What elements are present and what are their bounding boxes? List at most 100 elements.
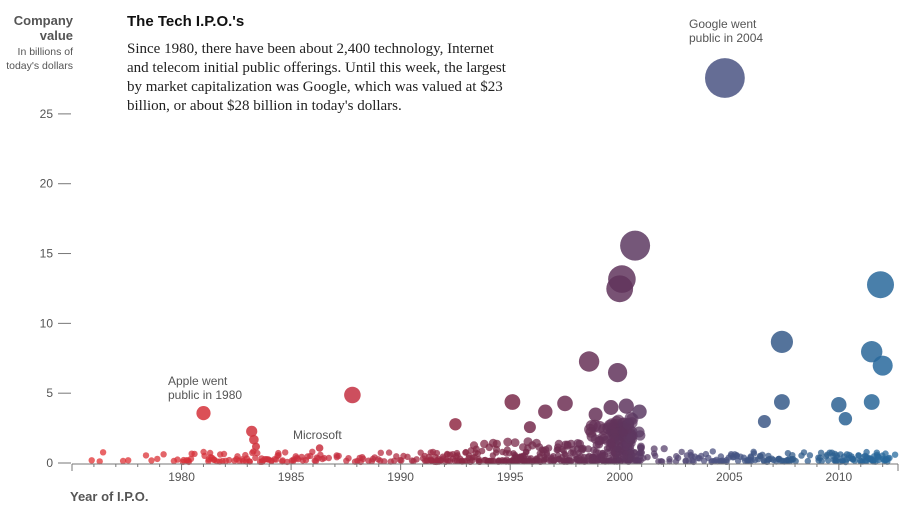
ipo-point-small: [650, 445, 658, 453]
ipo-point-9[interactable]: [608, 363, 628, 383]
ipo-point-small: [545, 444, 553, 452]
ipo-point-small: [321, 454, 328, 462]
ipo-point-small: [226, 456, 233, 464]
ipo-point-26[interactable]: [246, 425, 258, 437]
ipo-point-17[interactable]: [618, 398, 634, 414]
ipo-point-11[interactable]: [196, 406, 211, 421]
annotation-google: Google went public in 2004: [689, 17, 764, 45]
ipo-point-small: [88, 457, 95, 464]
y-tick-label-20: 20: [40, 177, 54, 191]
ipo-point-small: [96, 458, 103, 465]
ipo-point-small: [433, 449, 441, 457]
y-axis-sublabel: In billions of today's dollars: [6, 46, 73, 72]
ipo-point-small: [360, 455, 367, 462]
ipo-point-small: [855, 452, 862, 459]
annotation-microsoft: Microsoft: [293, 428, 342, 442]
ipo-point-small: [792, 457, 799, 465]
ipo-point-5[interactable]: [770, 330, 794, 353]
ipo-point-small: [503, 437, 513, 447]
ipo-point-small: [637, 442, 645, 451]
ipo-point-7[interactable]: [872, 355, 893, 376]
ipo-point-24[interactable]: [449, 418, 462, 431]
data-points-layer: [196, 58, 894, 452]
ipo-point-small: [759, 451, 766, 458]
ipo-point-27[interactable]: [249, 434, 259, 445]
x-tick-label-2000: 2000: [606, 470, 633, 484]
ipo-point-small: [492, 445, 501, 453]
ipo-point-small: [584, 445, 592, 453]
x-tick-label-1985: 1985: [278, 470, 305, 484]
ipo-point-19[interactable]: [774, 394, 790, 410]
ipo-point-small: [615, 457, 622, 464]
ipo-point-13[interactable]: [557, 395, 573, 412]
ipo-point-small: [187, 455, 195, 462]
ipo-point-small: [325, 454, 332, 462]
ipo-point-small: [825, 457, 832, 464]
x-tick-label-1990: 1990: [387, 470, 414, 484]
ipo-point-small: [709, 448, 716, 455]
ipo-point-small: [254, 449, 261, 457]
ipo-point-small: [568, 458, 575, 465]
ipo-point-small: [220, 450, 228, 458]
ipo-point-20[interactable]: [831, 397, 847, 413]
ipo-point-4[interactable]: [867, 271, 894, 299]
ipo-point-21[interactable]: [838, 412, 853, 426]
ipo-point-small: [606, 418, 618, 430]
ipo-point-small: [886, 454, 893, 462]
ipo-point-3[interactable]: [606, 275, 634, 303]
ipo-point-18[interactable]: [632, 404, 647, 419]
ipo-point-small: [191, 450, 198, 458]
ipo-point-small: [851, 457, 858, 464]
ipo-point-small: [804, 457, 811, 465]
ipo-point-14[interactable]: [538, 404, 553, 419]
ipo-point-6[interactable]: [861, 341, 883, 363]
ipo-point-22[interactable]: [863, 394, 880, 410]
annotation-apple: Apple went public in 1980: [168, 374, 243, 402]
ipo-point-15[interactable]: [588, 407, 603, 422]
ipo-point-12[interactable]: [504, 394, 521, 410]
ipo-point-small: [800, 449, 808, 456]
ipo-point-28[interactable]: [252, 442, 260, 451]
y-tick-label-0: 0: [46, 456, 53, 470]
y-tick-label-25: 25: [40, 107, 54, 121]
axes-layer: 1980 1985 1990 1995 2000 2005 2010 0 5 10 15 20 25: [40, 107, 899, 484]
ipo-point-small: [614, 436, 623, 445]
ipo-point-small: [678, 448, 685, 456]
ipo-point-1[interactable]: [620, 230, 651, 261]
ipo-point-small: [246, 458, 253, 465]
chart-description: Since 1980, there have been about 2,400 …: [127, 41, 506, 114]
ipo-point-small: [478, 447, 486, 455]
ipo-point-small: [660, 445, 668, 453]
ipo-point-25[interactable]: [523, 421, 536, 434]
ipo-point-small: [638, 449, 645, 456]
ipo-point-small: [275, 452, 282, 459]
ipo-point-small: [622, 453, 629, 460]
ipo-point-small: [510, 438, 520, 447]
y-tick-label-10: 10: [40, 316, 54, 330]
ipo-point-small: [608, 445, 615, 453]
ipo-point-29[interactable]: [315, 444, 324, 452]
ipo-point-small: [882, 450, 889, 457]
ipo-point-small: [626, 432, 636, 442]
ipo-point-small: [635, 430, 646, 441]
ipo-point-small: [119, 457, 127, 465]
ipo-point-0[interactable]: [705, 58, 745, 98]
x-tick-label-1995: 1995: [497, 470, 524, 484]
x-axis-label: Year of I.P.O.: [70, 489, 149, 504]
y-axis-label: Company value: [13, 13, 73, 43]
ipo-point-8[interactable]: [578, 351, 600, 372]
ipo-point-23[interactable]: [757, 415, 771, 428]
ipo-point-small: [335, 452, 342, 460]
ipo-point-small: [818, 457, 825, 465]
ipo-point-small: [690, 458, 697, 466]
ipo-point-10[interactable]: [344, 386, 361, 404]
ipo-point-16[interactable]: [603, 400, 619, 415]
ipo-point-small: [543, 450, 551, 457]
y-tick-label-5: 5: [46, 386, 53, 400]
ipo-point-small: [750, 450, 758, 457]
ipo-point-small: [385, 449, 393, 456]
ipo-point-small: [345, 455, 352, 462]
ipo-point-small: [659, 458, 666, 465]
ipo-point-small: [154, 455, 161, 463]
